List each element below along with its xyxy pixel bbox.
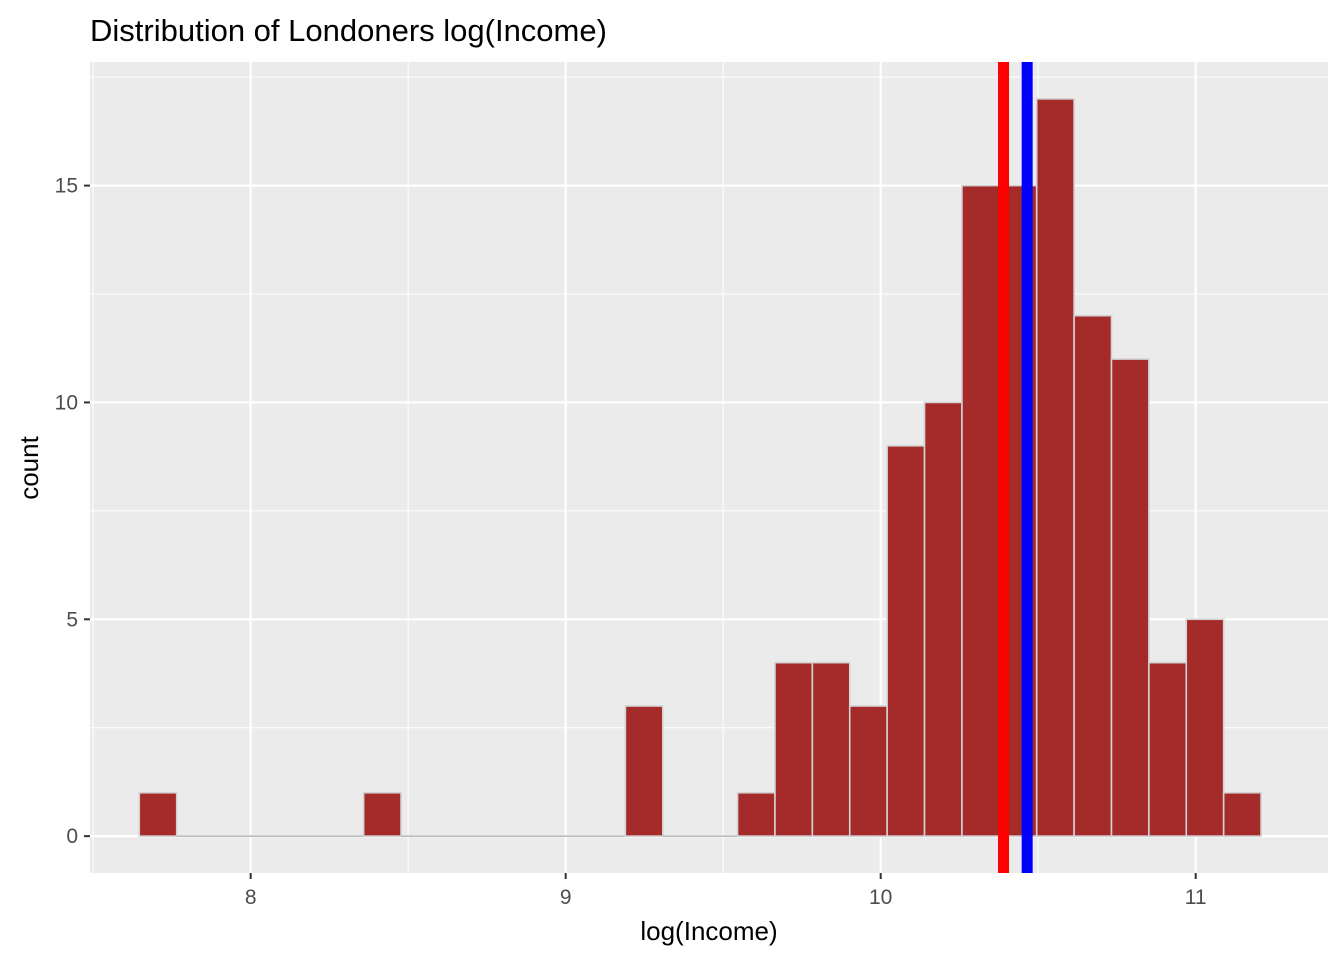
y-tick-label: 15 xyxy=(55,175,78,198)
histogram-bar xyxy=(1035,98,1075,837)
reference-lines xyxy=(998,62,1033,873)
histogram-bar xyxy=(624,705,664,837)
histogram-bar xyxy=(362,791,402,837)
chart-title: Distribution of Londoners log(Income) xyxy=(90,13,607,48)
histogram-bar xyxy=(774,661,814,837)
histogram-bar xyxy=(1222,791,1262,837)
histogram-bar xyxy=(1073,314,1113,837)
histogram-bar xyxy=(848,705,888,837)
histogram-bar xyxy=(961,184,1001,837)
x-tick-label: 10 xyxy=(869,886,892,909)
x-axis-ticks: 8 9 10 11 xyxy=(245,873,1207,909)
y-axis-ticks: 0 5 10 15 xyxy=(55,175,90,848)
histogram-bar xyxy=(811,661,851,837)
histogram-bar xyxy=(886,445,926,837)
histogram-bar xyxy=(736,791,776,837)
y-tick-label: 5 xyxy=(66,608,78,631)
y-tick-label: 10 xyxy=(55,391,78,414)
histogram-bar xyxy=(138,791,178,837)
y-tick-label: 0 xyxy=(66,825,78,848)
histogram-bar xyxy=(1148,661,1188,837)
histogram-bar xyxy=(1185,618,1225,837)
x-axis-title: log(Income) xyxy=(640,916,777,946)
histogram-bar xyxy=(923,401,963,837)
x-tick-label: 9 xyxy=(560,886,572,909)
x-tick-label: 11 xyxy=(1185,886,1207,909)
histogram-bar xyxy=(1110,358,1150,837)
x-tick-label: 8 xyxy=(245,886,257,909)
y-axis-title: count xyxy=(14,435,44,499)
